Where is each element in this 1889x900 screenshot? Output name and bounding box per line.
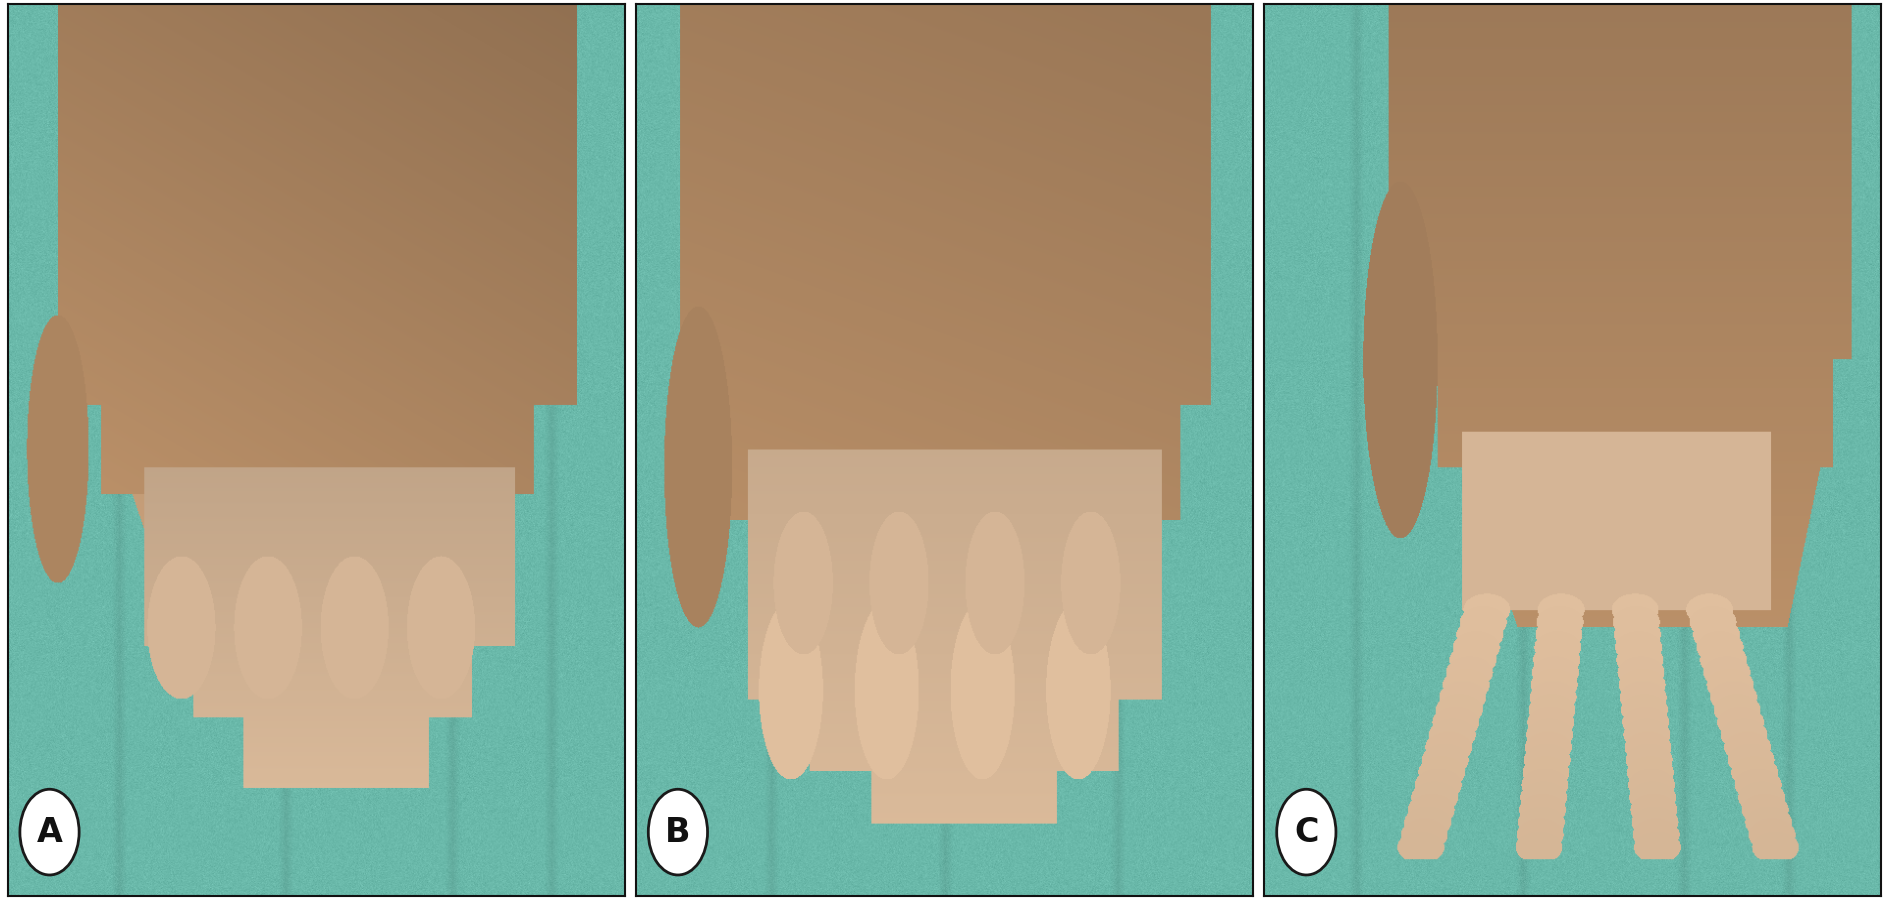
Text: C: C — [1294, 815, 1319, 849]
Text: B: B — [665, 815, 691, 849]
Circle shape — [1277, 789, 1336, 875]
Circle shape — [648, 789, 708, 875]
Text: A: A — [36, 815, 62, 849]
Circle shape — [21, 789, 79, 875]
